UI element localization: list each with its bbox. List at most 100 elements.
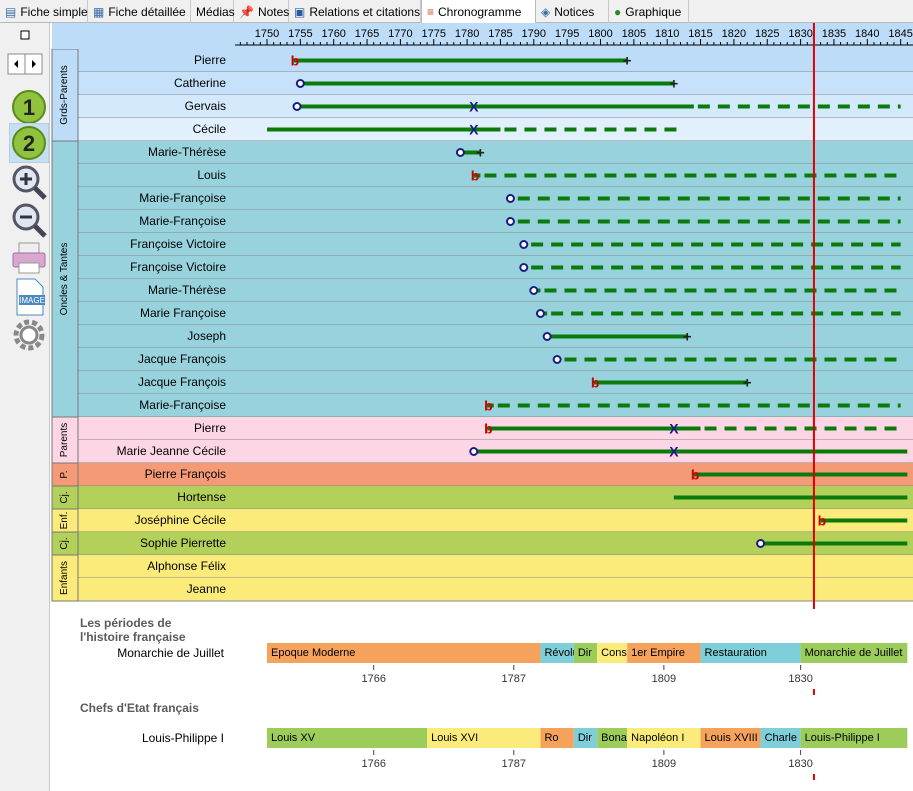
history-period[interactable] — [267, 643, 541, 663]
history-period[interactable] — [540, 643, 574, 663]
year-tick-label: 1785 — [488, 28, 512, 40]
history-period[interactable] — [700, 643, 801, 663]
tab-label: Notes — [257, 4, 290, 19]
year-tick-label: 1760 — [321, 28, 345, 40]
chefs-period[interactable] — [760, 728, 801, 748]
tab-fiche-simple[interactable]: ▤ Fiche simple — [0, 0, 88, 23]
person-name[interactable]: Joséphine Cécile — [134, 513, 226, 527]
person-name[interactable]: Françoise Victoire — [130, 260, 226, 274]
year-tick-label: 1840 — [855, 28, 879, 40]
person-row — [78, 371, 913, 394]
person-name[interactable]: Marie-Thérèse — [147, 283, 226, 297]
chefs-period[interactable] — [700, 728, 761, 748]
period-tick-label: 1809 — [651, 673, 677, 685]
marriage-mark: X — [669, 444, 679, 460]
history-period-label: Dir — [577, 647, 592, 659]
history-period-label: Cons — [601, 647, 627, 659]
tab-notices[interactable]: ◈ Notices — [536, 0, 609, 23]
person-name[interactable]: Marie Françoise — [139, 306, 226, 320]
death-mark: + — [476, 145, 485, 162]
period-tick-label: 1830 — [788, 758, 813, 770]
timeline-canvas: Grds-Parents Oncles & Tantes Parents P. Cj. E… — [50, 23, 913, 791]
person-name[interactable]: Louis — [197, 168, 226, 182]
person-name[interactable]: Jeanne — [186, 582, 226, 596]
marriage-mark: X — [469, 122, 479, 138]
person-name[interactable]: Marie-Françoise — [139, 214, 226, 228]
nav-arrows-icon[interactable] — [5, 51, 45, 91]
history-section-title: Les périodes de — [80, 616, 172, 630]
maximize-icon[interactable] — [5, 27, 45, 67]
baptism-mark — [292, 102, 302, 111]
history-period[interactable] — [627, 643, 701, 663]
chefs-period[interactable] — [800, 728, 908, 748]
chefs-period-label: Dir — [577, 732, 592, 744]
person-row — [78, 463, 913, 486]
chefs-period[interactable] — [267, 728, 428, 748]
chefs-period-label: Bona — [601, 732, 627, 744]
history-section-title: l'histoire française — [80, 630, 186, 644]
person-name[interactable]: Françoise Victoire — [130, 237, 226, 251]
book-icon: ◈ — [541, 4, 551, 19]
chefs-period[interactable] — [540, 728, 574, 748]
person-row — [78, 348, 913, 371]
tab-notes[interactable]: 📌 Notes — [234, 0, 289, 23]
tab-label: Chronogramme — [438, 4, 522, 19]
year-tick-label: 1825 — [755, 28, 779, 40]
year-tick-label: 1795 — [555, 28, 579, 40]
tab-graphique[interactable]: ● Graphique — [609, 0, 689, 23]
person-name[interactable]: Hortense — [177, 490, 226, 504]
tab-fiche-détaillée[interactable]: ▦ Fiche détaillée — [88, 0, 191, 23]
baptism-mark — [552, 355, 562, 364]
history-period-label: Monarchie de Juillet — [804, 647, 903, 659]
chefs-period-label: Ro — [544, 732, 559, 744]
person-name[interactable]: Cécile — [192, 122, 226, 136]
death-mark: + — [683, 329, 692, 346]
print-icon[interactable] — [9, 239, 49, 279]
person-name[interactable]: Marie-Thérèse — [147, 145, 226, 159]
settings-icon[interactable] — [9, 315, 49, 355]
person-name[interactable]: Gervais — [184, 99, 226, 113]
year-tick-label: 1845 — [888, 28, 912, 40]
year-tick-label: 1765 — [355, 28, 379, 40]
year-tick-label: 1835 — [822, 28, 846, 40]
person-name[interactable]: Marie-Françoise — [139, 398, 226, 412]
person-name[interactable]: Pierre — [193, 421, 226, 435]
history-period[interactable] — [597, 643, 628, 663]
chefs-period[interactable] — [573, 728, 598, 748]
chefs-period[interactable] — [597, 728, 628, 748]
tab-médias[interactable]: Médias — [191, 0, 235, 23]
level-2-icon[interactable]: 2 — [8, 122, 50, 164]
chefs-period-label: Louis-Philippe I — [804, 732, 880, 744]
chefs-period[interactable] — [427, 728, 541, 748]
level-1-icon[interactable]: 1 — [9, 87, 49, 127]
period-tick-label: 1766 — [361, 758, 386, 770]
group-header — [51, 554, 79, 602]
person-name[interactable]: Jacque François — [137, 352, 226, 366]
tab-chronogramme[interactable]: ≡ Chronogramme — [421, 0, 536, 23]
marriage-mark: X — [469, 99, 479, 115]
image-export-icon[interactable]: IMAGE — [9, 277, 49, 317]
person-name[interactable]: Catherine — [173, 76, 226, 90]
group-header — [51, 140, 79, 418]
zoom-out-icon[interactable] — [9, 201, 49, 241]
period-tick-label: 1766 — [361, 673, 386, 685]
tab-relations-et-citations[interactable]: ▣ Relations et citations — [289, 0, 421, 23]
person-name[interactable]: Sophie Pierrette — [139, 536, 226, 550]
person-name[interactable]: Alphonse Félix — [147, 559, 226, 573]
person-row — [78, 394, 913, 417]
tab-label: Graphique — [625, 4, 682, 19]
fiche-simple-icon: ▤ — [5, 4, 17, 19]
year-tick-label: 1755 — [288, 28, 312, 40]
person-name[interactable]: Jacque François — [137, 375, 226, 389]
person-name[interactable]: Marie Jeanne Cécile — [116, 444, 226, 458]
person-name[interactable]: Joseph — [187, 329, 226, 343]
history-period[interactable] — [800, 643, 908, 663]
person-name[interactable]: Pierre François — [144, 467, 226, 481]
person-name[interactable]: Marie-Françoise — [139, 191, 226, 205]
person-name[interactable]: Pierre — [193, 53, 226, 67]
year-tick-label: 1815 — [688, 28, 712, 40]
history-period[interactable] — [573, 643, 598, 663]
zoom-in-icon[interactable] — [9, 163, 49, 203]
svg-text:1: 1 — [23, 95, 35, 120]
chefs-period[interactable] — [627, 728, 701, 748]
